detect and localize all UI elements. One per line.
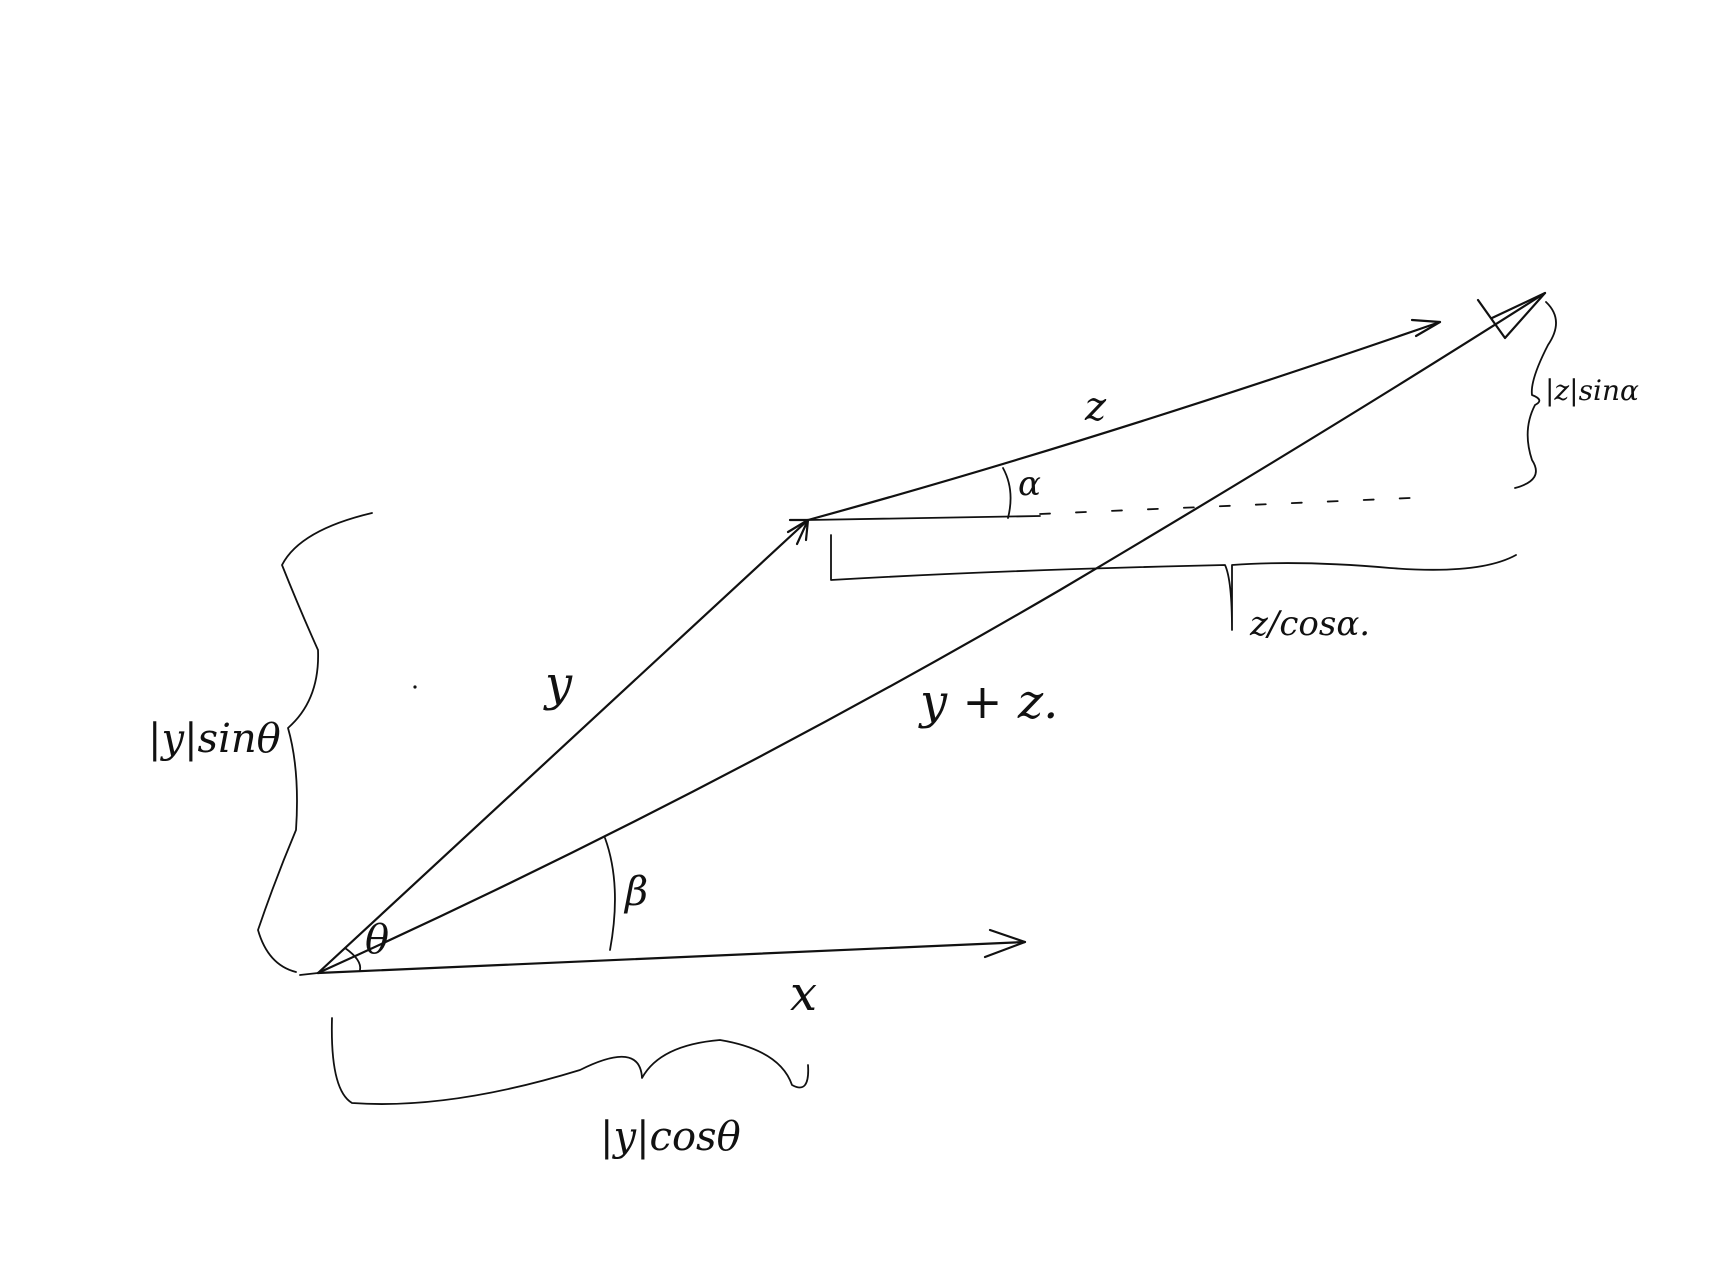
vector-z-arrowhead <box>1410 318 1442 338</box>
vector-x <box>316 928 1027 975</box>
brace-y-sin <box>257 512 373 973</box>
vector-y-plus-z <box>316 291 1547 975</box>
vector-y <box>316 518 810 975</box>
vector-y-plus-z-arrowhead <box>1476 291 1547 340</box>
reference-line <box>807 497 1411 521</box>
alpha-arc <box>1002 467 1012 519</box>
vector-x-arrowhead <box>983 928 1027 959</box>
label-y-cos-theta: |y|cosθ <box>600 1114 741 1160</box>
brace-z-cos <box>830 534 1517 631</box>
vector-z <box>806 318 1442 522</box>
label-angle-theta: θ <box>365 917 389 963</box>
origin-tick <box>299 972 319 976</box>
label-z-sin-alpha: |z|sinα <box>1545 374 1639 407</box>
label-y-sin-theta: |y|sinθ <box>148 716 281 762</box>
label-vector-y-plus-z: y + z. <box>918 674 1058 730</box>
label-vector-y: y <box>543 656 573 712</box>
label-angle-alpha: α <box>1018 464 1041 504</box>
label-z-cos-alpha: z/cosα. <box>1249 604 1370 644</box>
label-angle-beta: β <box>623 869 648 915</box>
label-vector-z: z <box>1084 384 1107 430</box>
stray-dot <box>413 685 417 689</box>
brace-y-cos <box>330 1017 810 1105</box>
label-vector-x: x <box>790 966 817 1022</box>
brace-z-sin <box>1514 301 1557 489</box>
beta-arc <box>604 837 616 951</box>
theta-arc <box>344 947 362 971</box>
